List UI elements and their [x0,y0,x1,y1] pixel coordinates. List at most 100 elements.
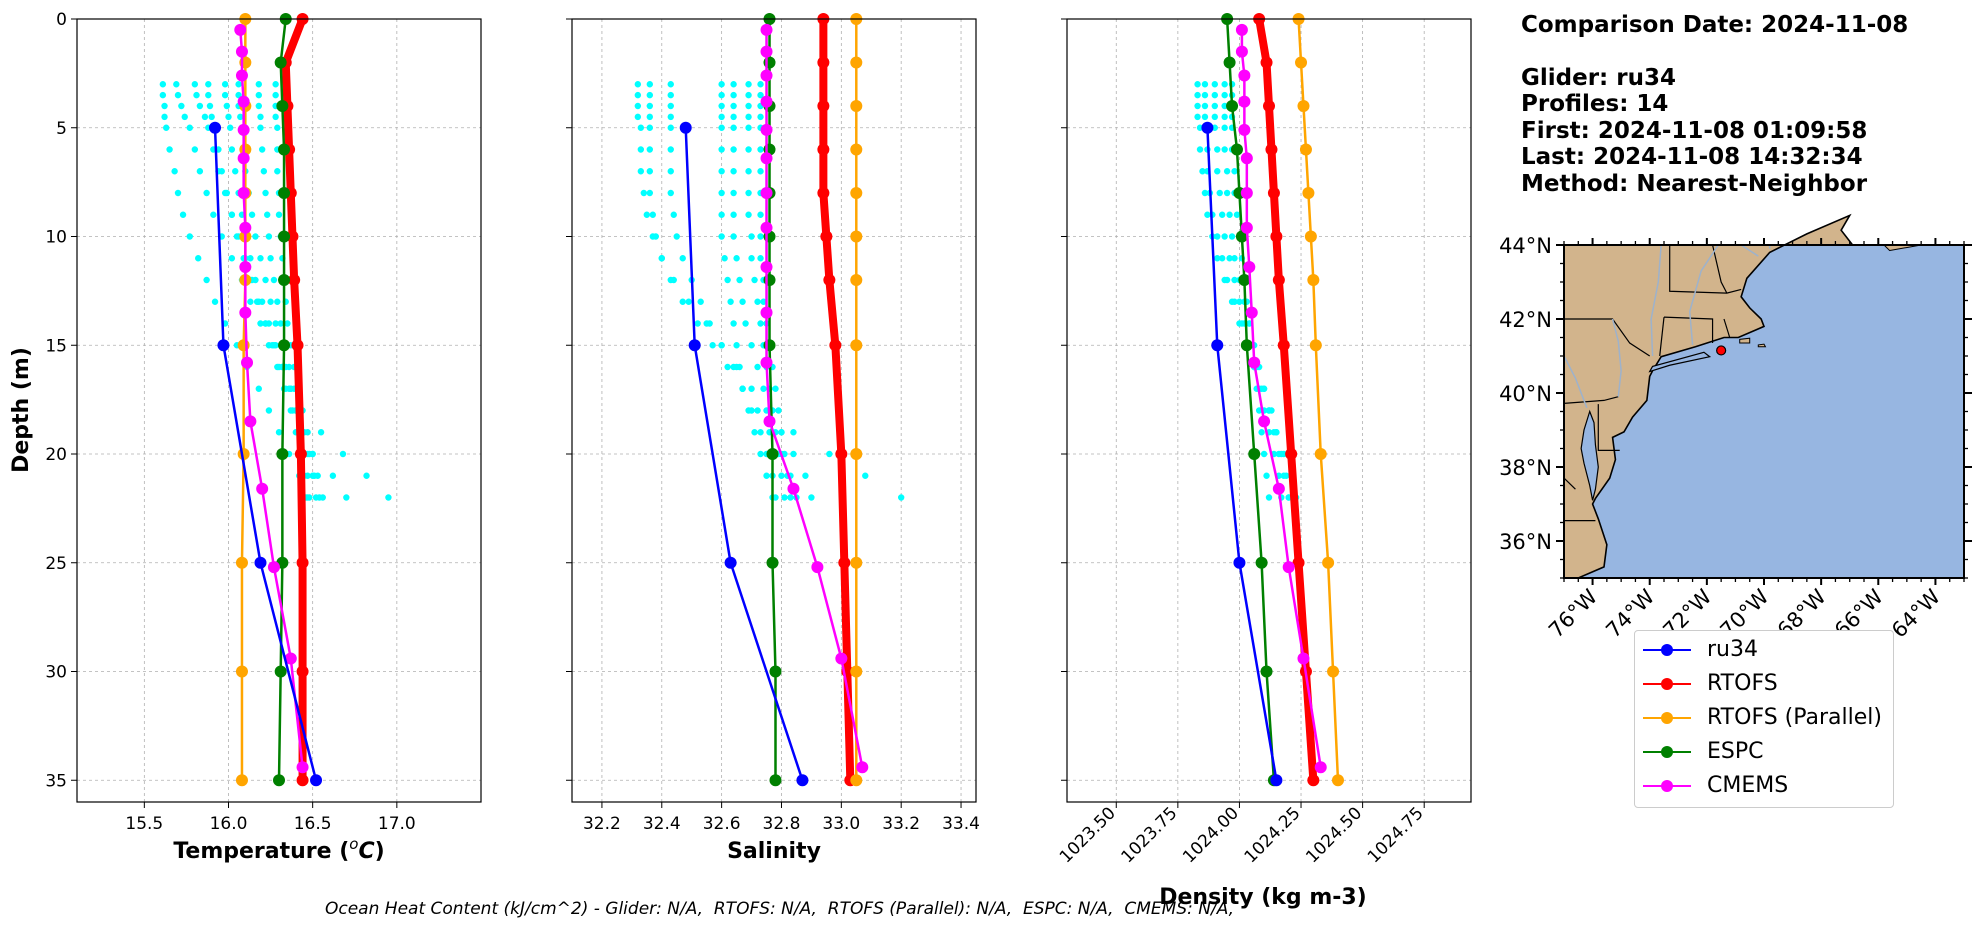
data-point [234,23,247,36]
data-point [769,665,782,678]
map-state-border [1723,318,1731,338]
glider-profile-point [206,102,214,110]
legend-marker [1661,780,1673,792]
glider-profile-point [1211,102,1219,110]
data-point [296,556,309,569]
glider-profile-point [226,124,234,131]
glider-profile-point [1214,233,1221,240]
glider-profile-point [646,168,654,175]
x-tick-label: 33.0 [822,814,860,834]
map-state-border [1563,396,1619,404]
x-tick-label: 1024.50 [1302,803,1366,867]
glider-profile-point [724,276,731,284]
map-river [1740,244,1759,257]
data-point [817,187,830,199]
glider-profile-point [652,233,659,240]
map-panel: 44°N42°N40°N38°N36°N76°W 74°W 72°W 70°W 68°W… [1499,213,1972,643]
legend-marker [1661,746,1673,758]
glider-profile-point [233,233,241,240]
data-point [1272,482,1285,495]
data-point [820,230,833,243]
glider-profile-point [745,113,752,121]
glider-profile-point [1226,211,1233,218]
data-point [1285,448,1298,460]
glider-profile-point [159,81,167,88]
glider-profile-point [228,255,236,262]
glider-profile-point [203,189,210,197]
glider-profile-point [247,298,254,305]
map-river [1650,244,1662,357]
glider-profile-point [748,342,755,349]
glider-profile-point [1196,124,1204,131]
glider-profile-point [270,276,278,284]
glider-profile-point [667,189,674,197]
map-state-border [1564,318,1651,357]
glider-profile-point [235,91,242,99]
glider-profile-point [191,146,199,153]
x-tick-label: 16.0 [210,814,248,834]
data-point [850,56,863,69]
data-point [850,339,863,352]
glider-profile-point [748,233,755,240]
glider-profile-point [745,124,752,131]
data-point [763,415,776,428]
glider-profile-point [272,342,279,349]
density-panel: 1023.501023.751024.001024.251024.501024.… [1056,13,1472,910]
data-point [760,221,773,234]
glider-profile-point [1194,102,1201,110]
glider-profile-point [186,124,193,131]
glider-profile-point [1204,211,1211,218]
glider-profile-point [274,124,281,131]
map-land [1563,213,1855,579]
data-point [274,665,287,678]
glider-profile-point [736,276,743,284]
glider-profile-point [203,276,210,284]
glider-profile-point [174,189,182,197]
glider-profile-point [304,472,311,479]
data-point [769,774,782,787]
legend-item-ru34: ru34 [1635,634,1893,666]
glider-profile-point [1223,189,1231,197]
data-point [291,339,304,352]
data-point [288,274,301,286]
glider-profile-point [265,320,273,327]
glider-profile-point [262,276,269,284]
glider-profile-point [757,113,764,121]
data-point [235,774,248,787]
data-point [256,482,269,495]
data-point [724,556,737,569]
x-tick-label: 33.2 [882,814,920,834]
glider-profile-point [1201,91,1209,99]
glider-profile-point [1236,298,1243,305]
data-point [237,123,250,136]
glider-profile-point [1231,298,1238,305]
x-tick-label: 33.4 [942,814,980,834]
glider-profile-point [670,211,677,218]
legend-label: ru34 [1707,637,1758,662]
glider-profile-point [730,124,737,131]
data-point [796,774,809,787]
glider-profile-point [1221,81,1228,88]
glider-profile-point [304,429,311,436]
plot-frame [571,18,977,803]
data-point [760,45,773,58]
glider-profile-point [646,113,654,121]
data-point [760,152,773,165]
x-tick-label: 32.4 [643,814,681,834]
data-point [850,100,863,112]
glider-profile-point [223,189,231,197]
data-point [237,95,250,108]
data-point [241,356,254,369]
glider-profile-point [211,298,219,305]
y-tick-label: 0 [56,10,67,30]
legend-item-rtofs: RTOFS [1635,668,1893,700]
glider-profile-point [228,211,236,218]
glider-profile-point [772,385,779,392]
glider-profile-point [745,189,752,197]
glider-profile-point [272,113,279,121]
glider-profile-point [223,102,231,110]
glider-profile-point [235,81,242,88]
x-tick-label: 16.5 [294,814,332,834]
